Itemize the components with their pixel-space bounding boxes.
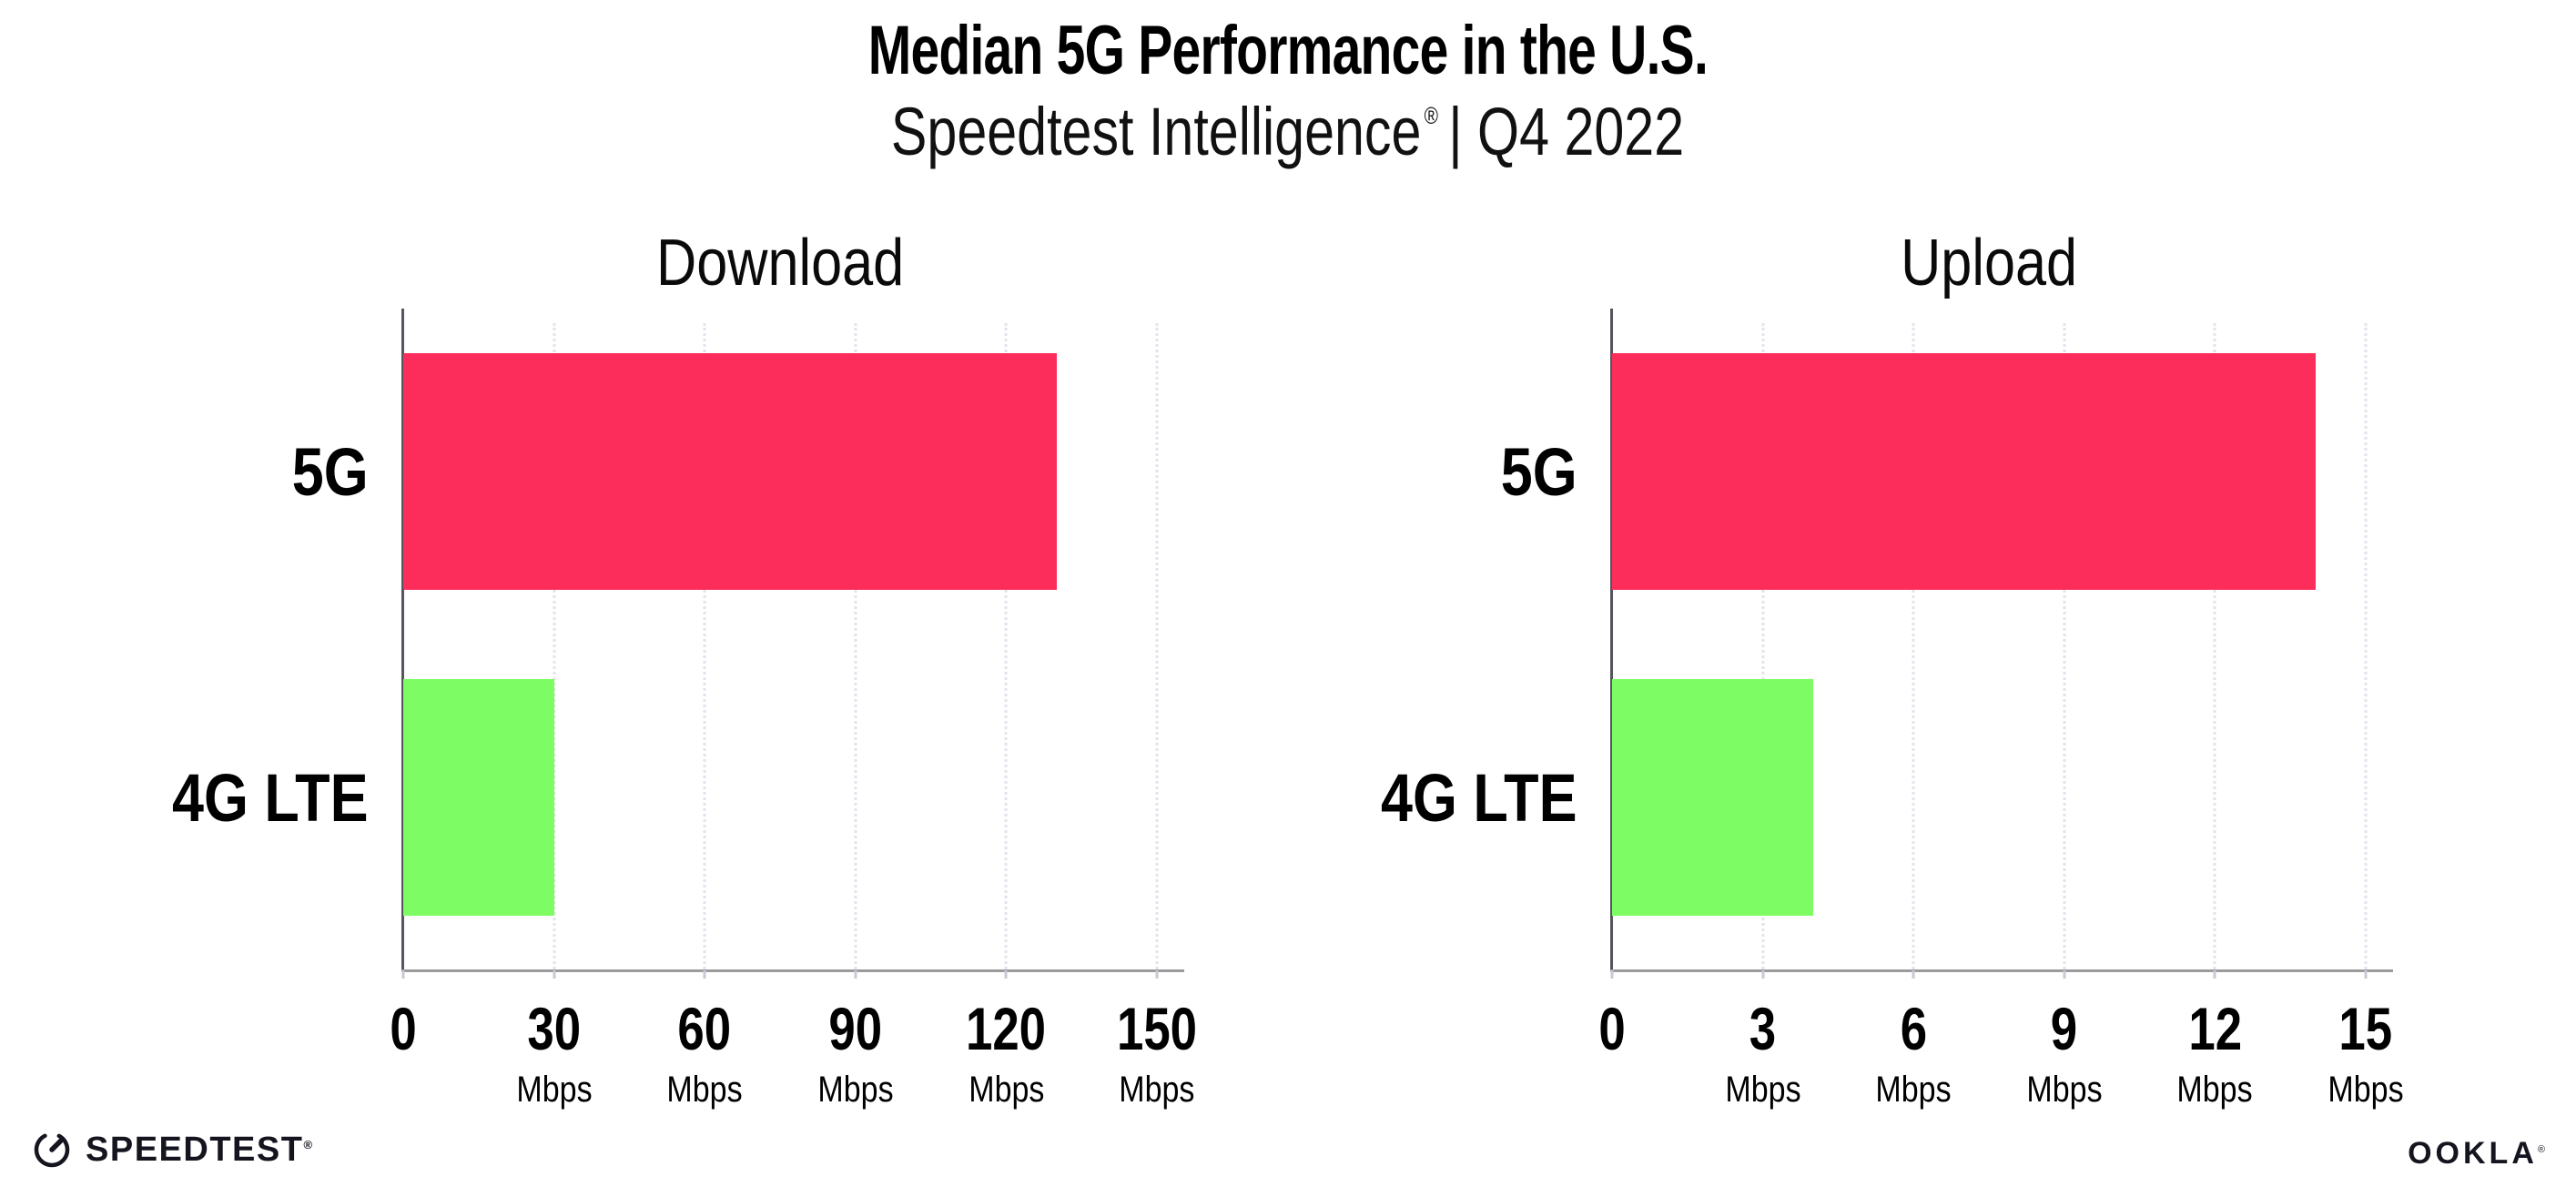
ookla-logo: OOKLA® [2408,1136,2545,1172]
download-tick-unit-60: Mbps [666,1070,743,1110]
download-tick-value-0: 0 [390,995,417,1062]
download-tick-120 [1004,970,1008,979]
upload-tick-label-12: 12 Mbps [2170,999,2259,1108]
download-tick-label-0: 0 [387,999,421,1059]
upload-tick-value-9: 9 [2051,995,2078,1062]
upload-tick-12 [2213,970,2216,979]
subtitle-quarter: | Q4 2022 [1448,94,1685,169]
upload-tick-label-6: 6 Mbps [1869,999,1958,1108]
download-tick-unit-150: Mbps [1119,1070,1195,1110]
registered-trademark-symbol: ® [303,1137,314,1151]
upload-tick-6 [1912,970,1915,979]
upload-tick-9 [2063,970,2066,979]
download-tick-unit-30: Mbps [516,1070,593,1110]
upload-chart-heading: Upload [1901,227,2077,299]
download-tick-unit-120: Mbps [968,1070,1044,1110]
page-title-text: Median 5G Performance in the U.S. [867,12,1709,89]
speedtest-wordmark: SPEEDTEST® [86,1130,314,1169]
upload-gridline-9 [2063,323,2066,969]
upload-gridline-15 [2364,323,2368,969]
upload-plot-area: 0 3 Mbps 6 Mbps 9 Mbps 12 Mbps 15 Mbps 5G 4G LTE [1381,309,2404,1108]
download-tick-value-30: 30 [527,995,581,1062]
download-tick-60 [703,970,706,979]
speedtest-logo: SPEEDTEST® [31,1129,314,1171]
upload-tick-value-0: 0 [1598,995,1626,1062]
figure-subtitle: Speedtest Intelligence ® | Q4 2022 [0,93,2576,170]
download-gridline-90 [854,323,857,969]
upload-tick-unit-9: Mbps [2026,1070,2103,1110]
bar-5g-download [403,353,1057,590]
speedtest-gauge-icon [34,1131,70,1168]
upload-tick-value-12: 12 [2188,995,2242,1062]
bar-4g-lte-upload [1612,679,1813,916]
registered-trademark-symbol: ® [2537,1144,2545,1155]
download-tick-label-30: 30 Mbps [510,999,599,1108]
registered-trademark-symbol: ® [1425,102,1439,129]
upload-tick-unit-15: Mbps [2328,1070,2404,1110]
page-title: Median 5G Performance in the U.S. [0,11,2576,90]
download-gridline-60 [703,323,706,969]
download-tick-0 [401,970,405,979]
bar-4g-lte-download [403,679,554,916]
download-tick-90 [854,970,857,979]
upload-tick-label-9: 9 Mbps [2020,999,2109,1108]
upload-tick-unit-12: Mbps [2176,1070,2253,1110]
upload-tick-0 [1610,970,1614,979]
download-tick-value-120: 120 [966,995,1047,1062]
download-tick-value-90: 90 [828,995,883,1062]
download-chart-heading: Download [655,227,905,299]
upload-x-axis-line [1610,969,2393,972]
download-y-axis-line [401,309,404,972]
upload-tick-value-3: 3 [1749,995,1777,1062]
upload-tick-value-6: 6 [1900,995,1927,1062]
download-tick-unit-90: Mbps [817,1070,894,1110]
subtitle-brand: Speedtest Intelligence [891,94,1422,169]
upload-tick-unit-6: Mbps [1875,1070,1952,1110]
upload-tick-15 [2364,970,2368,979]
download-x-axis-line [401,969,1184,972]
ookla-wordmark: OOKLA [2408,1136,2538,1171]
download-tick-150 [1155,970,1159,979]
upload-tick-unit-3: Mbps [1725,1070,1801,1110]
download-tick-value-60: 60 [677,995,732,1062]
download-plot-area: 0 30 Mbps 60 Mbps 90 Mbps 120 Mbps 150 Mbps 5G 4G LT… [172,309,1197,1108]
download-gridline-150 [1155,323,1159,969]
category-label-5g-download: 5G [292,433,369,510]
upload-tick-value-15: 15 [2338,995,2393,1062]
category-label-5g-upload: 5G [1501,433,1577,510]
download-tick-label-150: 150 Mbps [1107,999,1207,1108]
upload-tick-label-15: 15 Mbps [2321,999,2410,1108]
upload-gridline-12 [2213,323,2216,969]
upload-y-axis-line [1610,309,1613,972]
download-tick-label-60: 60 Mbps [660,999,749,1108]
download-tick-value-150: 150 [1116,995,1198,1062]
upload-tick-3 [1761,970,1765,979]
bar-5g-upload [1612,353,2316,590]
upload-tick-label-3: 3 Mbps [1719,999,1808,1108]
download-gridline-120 [1004,323,1008,969]
download-tick-label-120: 120 Mbps [956,999,1056,1108]
upload-tick-label-0: 0 [1596,999,1629,1059]
upload-gridline-3 [1761,323,1765,969]
download-gridline-30 [553,323,556,969]
category-label-4g-lte-upload: 4G LTE [1381,759,1577,836]
download-tick-30 [553,970,556,979]
upload-gridline-6 [1912,323,1915,969]
download-tick-label-90: 90 Mbps [811,999,900,1108]
category-label-4g-lte-download: 4G LTE [172,759,369,836]
